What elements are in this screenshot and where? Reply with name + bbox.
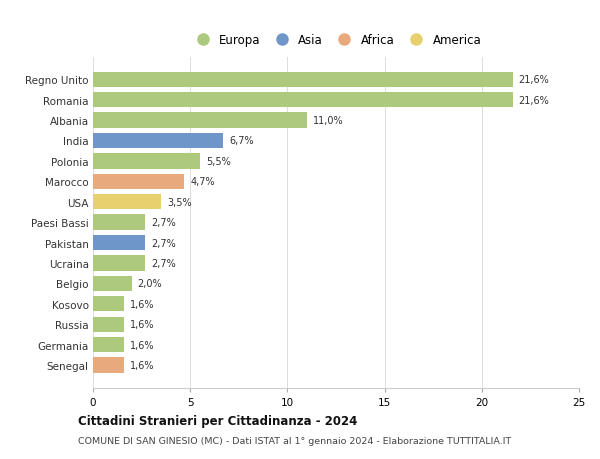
- Bar: [93, 297, 124, 312]
- Bar: [93, 154, 200, 169]
- Legend: Europa, Asia, Africa, America: Europa, Asia, Africa, America: [187, 30, 485, 50]
- Text: 11,0%: 11,0%: [313, 116, 343, 126]
- Text: 1,6%: 1,6%: [130, 340, 154, 350]
- Bar: [93, 93, 513, 108]
- Text: 3,5%: 3,5%: [167, 197, 191, 207]
- Bar: [93, 358, 124, 373]
- Bar: [93, 317, 124, 332]
- Bar: [93, 174, 184, 190]
- Text: 1,6%: 1,6%: [130, 319, 154, 330]
- Text: 1,6%: 1,6%: [130, 299, 154, 309]
- Text: 21,6%: 21,6%: [519, 95, 550, 106]
- Text: 1,6%: 1,6%: [130, 360, 154, 370]
- Text: 2,7%: 2,7%: [151, 258, 176, 269]
- Bar: [93, 235, 145, 251]
- Text: 4,7%: 4,7%: [190, 177, 215, 187]
- Text: 2,0%: 2,0%: [138, 279, 163, 289]
- Bar: [93, 195, 161, 210]
- Bar: [93, 113, 307, 129]
- Text: 2,7%: 2,7%: [151, 218, 176, 228]
- Text: 6,7%: 6,7%: [229, 136, 254, 146]
- Bar: [93, 134, 223, 149]
- Bar: [93, 215, 145, 230]
- Text: Cittadini Stranieri per Cittadinanza - 2024: Cittadini Stranieri per Cittadinanza - 2…: [78, 414, 358, 428]
- Bar: [93, 256, 145, 271]
- Text: 21,6%: 21,6%: [519, 75, 550, 85]
- Bar: [93, 276, 132, 291]
- Bar: [93, 337, 124, 353]
- Text: 5,5%: 5,5%: [206, 157, 230, 167]
- Text: COMUNE DI SAN GINESIO (MC) - Dati ISTAT al 1° gennaio 2024 - Elaborazione TUTTIT: COMUNE DI SAN GINESIO (MC) - Dati ISTAT …: [78, 436, 511, 445]
- Bar: [93, 73, 513, 88]
- Text: 2,7%: 2,7%: [151, 238, 176, 248]
